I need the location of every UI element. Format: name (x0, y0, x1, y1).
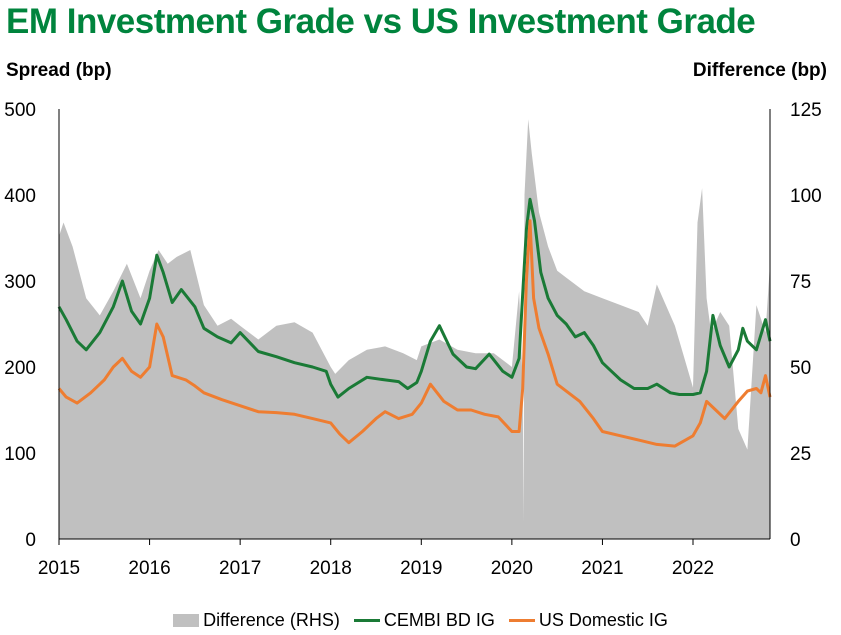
y-tick-right: 0 (790, 530, 801, 551)
chart-canvas: 0 100 200 300 400 500 0 25 50 75 100 125 2015 2016 201… (4, 100, 821, 579)
chart-legend: Difference (RHS) CEMBI BD IG US Domestic… (0, 607, 841, 633)
legend-swatch-difference (173, 613, 200, 627)
chart-title: EM Investment Grade vs US Investment Gra… (6, 2, 756, 41)
y-tick-left: 300 (4, 272, 36, 293)
y-tick-right: 75 (790, 272, 811, 293)
legend-swatch-cembi (353, 618, 380, 622)
y-tick-right: 50 (790, 358, 811, 379)
us-domestic-line (57, 219, 772, 448)
x-tick-label: 2019 (400, 558, 442, 579)
y-tick-left: 0 (25, 530, 36, 551)
y-tick-right: 25 (790, 444, 811, 465)
legend-item-difference: Difference (RHS) (173, 610, 340, 631)
legend-item-us: US Domestic IG (508, 609, 668, 631)
difference-area (59, 119, 770, 540)
difference-area-layer (59, 119, 770, 540)
axes-layer: 0 100 200 300 400 500 0 25 50 75 100 125 2015 2016 201… (4, 100, 821, 579)
y-tick-right: 100 (790, 186, 822, 207)
x-tick-label: 2018 (310, 558, 352, 579)
x-tick-label: 2017 (219, 558, 261, 579)
x-tick-label: 2020 (491, 558, 533, 579)
y-tick-left: 500 (4, 100, 36, 121)
x-tick-label: 2015 (38, 558, 80, 579)
left-axis-title: Spread (bp) (6, 60, 112, 81)
legend-label-difference: Difference (RHS) (203, 609, 340, 630)
y-tick-left: 200 (4, 358, 36, 379)
x-tick-label: 2022 (672, 558, 714, 579)
y-tick-left: 100 (4, 444, 36, 465)
legend-swatch-us (508, 618, 535, 622)
y-tick-right: 125 (790, 100, 822, 121)
right-axis-title: Difference (bp) (692, 60, 827, 81)
legend-label-us: US Domestic IG (538, 609, 668, 630)
x-tick-label: 2021 (581, 558, 623, 579)
series-lines-layer (57, 197, 772, 448)
y-tick-left: 400 (4, 186, 36, 207)
cembi-line (57, 197, 772, 399)
x-tick-label: 2016 (128, 558, 170, 579)
legend-item-cembi: CEMBI BD IG (353, 609, 495, 631)
legend-label-cembi: CEMBI BD IG (383, 609, 495, 630)
